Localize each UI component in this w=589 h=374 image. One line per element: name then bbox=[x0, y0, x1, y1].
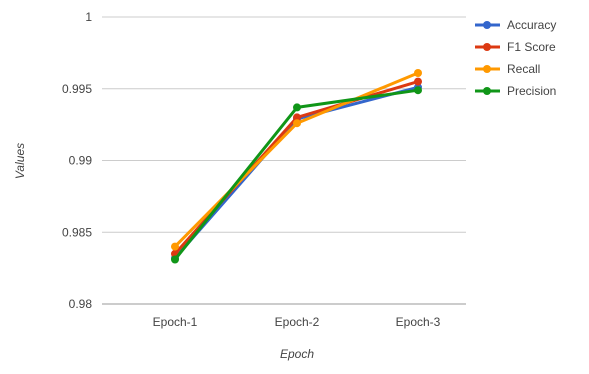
legend-label: Accuracy bbox=[507, 18, 556, 32]
legend-label: F1 Score bbox=[507, 40, 556, 54]
legend-item: Recall bbox=[475, 62, 540, 76]
legend-item: Precision bbox=[475, 84, 556, 98]
x-tick-label: Epoch-3 bbox=[396, 315, 441, 329]
x-axis-ticks: Epoch-1 Epoch-2 Epoch-3 bbox=[153, 315, 441, 329]
legend-swatch-marker bbox=[483, 21, 491, 29]
legend-swatch-marker bbox=[483, 87, 491, 95]
y-axis-title: Values bbox=[13, 143, 27, 179]
data-point bbox=[414, 77, 422, 86]
x-tick-label: Epoch-2 bbox=[275, 315, 320, 329]
x-axis-title: Epoch bbox=[280, 347, 314, 361]
data-point bbox=[171, 255, 179, 264]
legend-item: Accuracy bbox=[475, 18, 556, 32]
legend-label: Recall bbox=[507, 62, 540, 76]
y-tick-label: 0.995 bbox=[62, 82, 92, 96]
legend-item: F1 Score bbox=[475, 40, 556, 54]
data-point bbox=[293, 113, 301, 122]
series-lines bbox=[171, 69, 422, 264]
series-line bbox=[173, 71, 419, 248]
data-point bbox=[293, 103, 301, 112]
data-point bbox=[414, 69, 422, 77]
y-tick-label: 0.98 bbox=[69, 297, 93, 311]
legend-swatch-marker bbox=[483, 43, 491, 51]
series-precision bbox=[171, 86, 422, 264]
y-tick-label: 0.99 bbox=[69, 154, 93, 168]
legend-swatch-marker bbox=[483, 65, 491, 73]
y-tick-label: 0.985 bbox=[62, 225, 92, 239]
legend-label: Precision bbox=[507, 84, 556, 98]
gridlines bbox=[102, 16, 466, 305]
y-tick-label: 1 bbox=[85, 10, 92, 24]
legend: Accuracy F1 Score Recall Precision bbox=[475, 18, 556, 98]
data-point bbox=[293, 119, 301, 128]
x-tick-label: Epoch-1 bbox=[153, 315, 198, 329]
y-axis-ticks: 0.98 0.985 0.99 0.995 1 bbox=[62, 10, 92, 311]
series-recall bbox=[171, 69, 422, 251]
data-point bbox=[171, 242, 179, 251]
data-point bbox=[414, 86, 422, 95]
